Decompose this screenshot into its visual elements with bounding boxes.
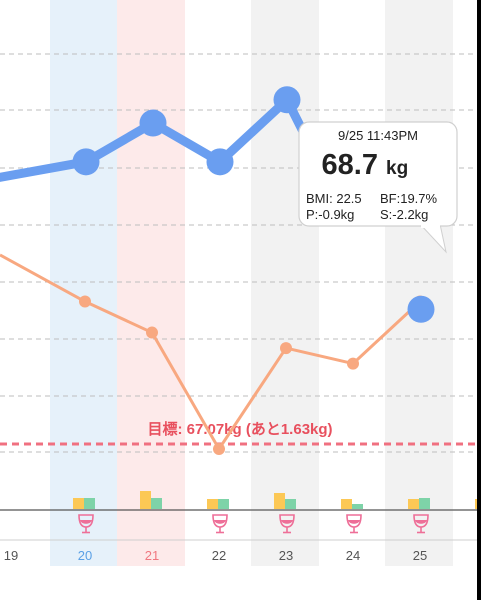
blue-point-20[interactable] xyxy=(72,148,100,176)
bar-yellow-21 xyxy=(140,491,151,509)
bar-green-21 xyxy=(151,498,162,509)
tooltip-datetime: 9/25 11:43PM xyxy=(338,128,418,143)
bar-green-20 xyxy=(84,498,95,509)
wine-glass-icon xyxy=(346,514,362,534)
day-column-highlight-23 xyxy=(251,0,319,566)
bar-green-23 xyxy=(285,499,296,509)
tooltip-weight-unit: kg xyxy=(386,158,408,179)
wine-glass-icon xyxy=(78,514,94,534)
tooltip-body-fat: BF:19.7% xyxy=(380,191,438,206)
wine-glass-icon xyxy=(413,514,429,534)
day-label-25: 25 xyxy=(413,548,427,563)
orange-point-23[interactable] xyxy=(280,342,292,355)
bar-yellow-23 xyxy=(274,493,285,509)
orange-point-21[interactable] xyxy=(146,326,158,339)
data-point-tooltip: 9/25 11:43PM 68.7 kg BMI: 22.5 BF:19.7% … xyxy=(298,121,458,254)
day-label-24: 24 xyxy=(346,548,360,563)
bar-yellow-22 xyxy=(207,499,218,509)
frame-edge xyxy=(477,0,481,600)
day-label-23: 23 xyxy=(279,548,293,563)
day-column-highlight-21 xyxy=(117,0,185,566)
bar-green-25 xyxy=(419,498,430,509)
tooltip-weight-value: 68.7 xyxy=(322,149,378,181)
blue-point-21[interactable] xyxy=(139,109,167,137)
bar-yellow-24 xyxy=(341,499,352,509)
day-label-19: 19 xyxy=(4,548,18,563)
wine-glass-icon xyxy=(212,514,228,534)
orange-point-20[interactable] xyxy=(79,295,91,308)
bar-yellow-25 xyxy=(408,499,419,509)
tooltip-box xyxy=(298,121,458,227)
orange-point-22[interactable] xyxy=(213,442,225,455)
day-column-highlight-25 xyxy=(385,0,453,566)
bar-yellow-20 xyxy=(73,498,84,509)
orange-point-24[interactable] xyxy=(347,357,359,370)
blue-point-23[interactable] xyxy=(273,86,301,114)
wine-glass-icon xyxy=(279,514,295,534)
bar-green-22 xyxy=(218,499,229,509)
blue-point-25[interactable] xyxy=(407,295,435,323)
bar-green-24 xyxy=(352,504,363,509)
tooltip-p-change: P:-0.9kg xyxy=(306,207,354,222)
goal-label: 目標: 67.07kg (あと1.63kg) xyxy=(147,420,332,438)
day-label-22: 22 xyxy=(212,548,226,563)
tooltip-bmi: BMI: 22.5 xyxy=(306,191,362,206)
day-column-highlight-20 xyxy=(50,0,118,566)
series-line-blue xyxy=(0,95,335,190)
day-label-21: 21 xyxy=(145,548,159,563)
blue-point-22[interactable] xyxy=(206,148,234,176)
day-label-20: 20 xyxy=(78,548,92,563)
tooltip-s-change: S:-2.2kg xyxy=(380,207,428,222)
